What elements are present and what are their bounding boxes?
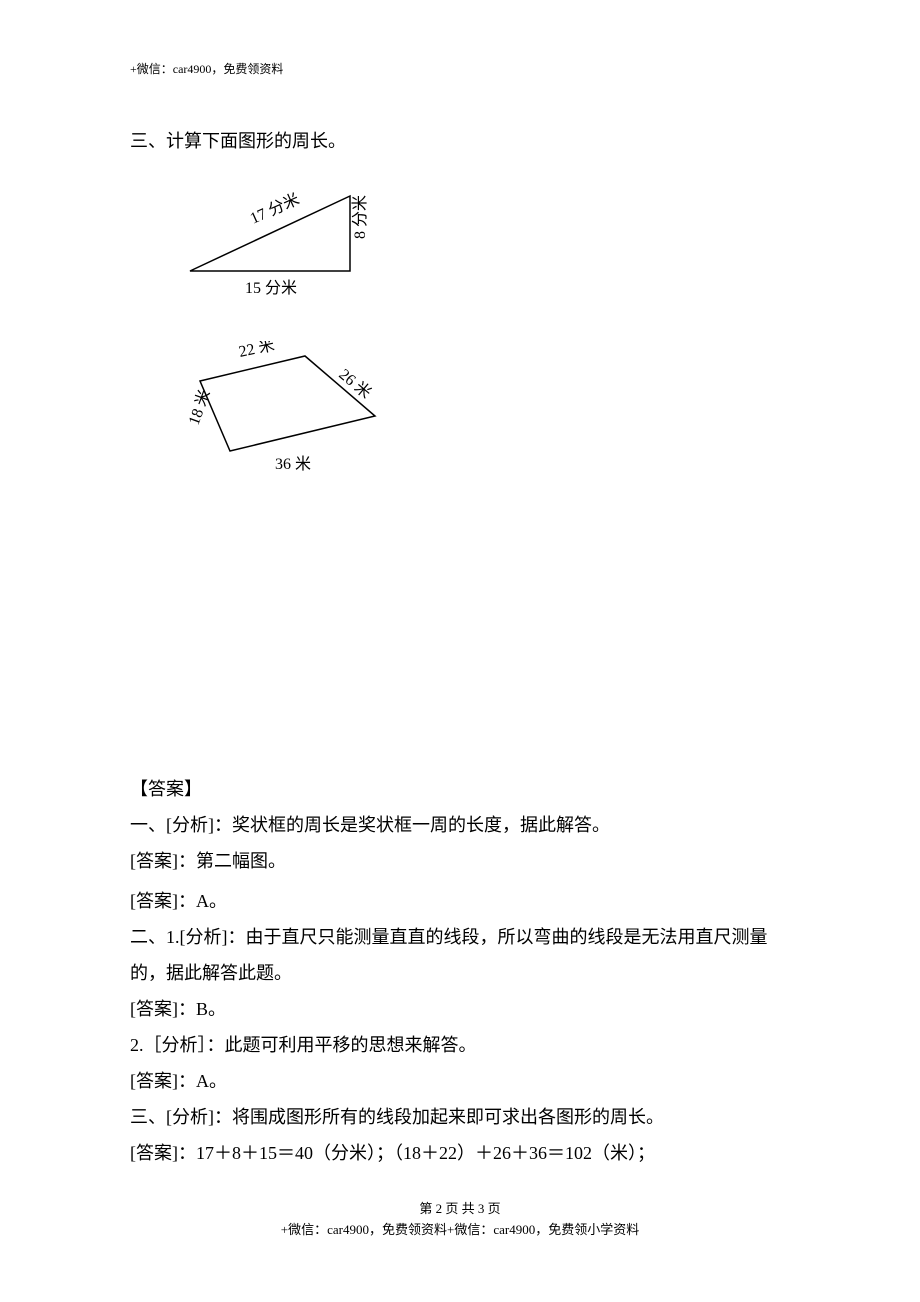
answer-3-analysis: 三、[分析]：将围成图形所有的线段加起来即可求出各图形的周长。 bbox=[130, 1099, 790, 1135]
quad-side-a-label: 22 米 bbox=[237, 341, 276, 361]
footer-note: +微信：car4900，免费领资料+微信：car4900，免费领小学资料 bbox=[130, 1220, 790, 1241]
header-note: +微信：car4900，免费领资料 bbox=[130, 60, 790, 77]
triangle-side-c-label: 15 分米 bbox=[245, 279, 297, 297]
document-page: +微信：car4900，免费领资料 三、计算下面图形的周长。 17 分米 8 分… bbox=[0, 0, 920, 1281]
quad-side-b-label: 26 米 bbox=[335, 365, 374, 402]
quad-side-c-label: 36 米 bbox=[275, 455, 311, 473]
answer-2-2-analysis: 2.［分析］：此题可利用平移的思想来解答。 bbox=[130, 1027, 790, 1063]
answers-block: 【答案】 一、[分析]：奖状框的周长是奖状框一周的长度，据此解答。 [答案]：第… bbox=[130, 771, 790, 1171]
page-footer: 第 2 页 共 3 页 +微信：car4900，免费领资料+微信：car4900… bbox=[130, 1199, 790, 1241]
answer-1-a: [答案]：第二幅图。 bbox=[130, 843, 790, 879]
section-3-title: 三、计算下面图形的周长。 bbox=[130, 127, 790, 153]
triangle-figure: 17 分米 8 分米 15 分米 bbox=[160, 181, 790, 311]
answer-2-1: [答案]：B。 bbox=[130, 991, 790, 1027]
quad-side-d-label: 18 米 bbox=[185, 387, 214, 427]
answer-1-b: [答案]：A。 bbox=[130, 883, 790, 919]
footer-page-number: 第 2 页 共 3 页 bbox=[130, 1199, 790, 1220]
answer-1-analysis: 一、[分析]：奖状框的周长是奖状框一周的长度，据此解答。 bbox=[130, 807, 790, 843]
quad-figure: 22 米 26 米 36 米 18 米 bbox=[160, 341, 790, 491]
answer-3: [答案]：17＋8＋15＝40（分米）；（18＋22）＋26＋36＝102（米）… bbox=[130, 1135, 790, 1171]
triangle-svg: 17 分米 8 分米 15 分米 bbox=[160, 181, 400, 311]
quad-svg: 22 米 26 米 36 米 18 米 bbox=[160, 341, 420, 491]
answers-heading: 【答案】 bbox=[130, 771, 790, 807]
answer-2-2: [答案]：A。 bbox=[130, 1063, 790, 1099]
answer-2-1-analysis: 二、1.[分析]：由于直尺只能测量直直的线段，所以弯曲的线段是无法用直尺测量的，… bbox=[130, 919, 790, 991]
triangle-side-b-label: 8 分米 bbox=[351, 195, 369, 239]
